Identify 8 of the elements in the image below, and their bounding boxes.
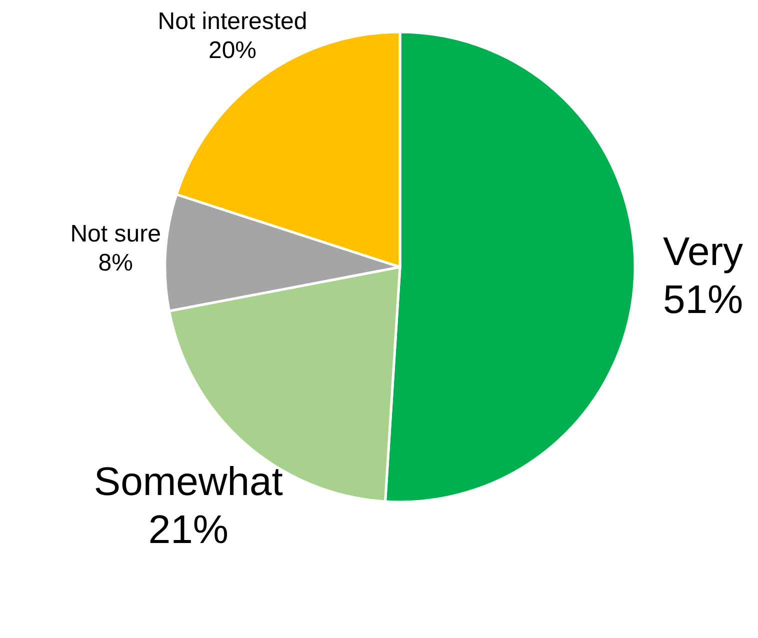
slice-label: Not sure [70,220,161,248]
slice-label: Somewhat [94,460,283,504]
data-label: 51% [662,278,744,322]
slice-label: Very [662,230,744,274]
data-label: 21% [148,508,228,552]
slice-label: Not interested [158,8,308,36]
data-label: 8% [98,250,133,277]
data-label: 20% [208,36,257,64]
